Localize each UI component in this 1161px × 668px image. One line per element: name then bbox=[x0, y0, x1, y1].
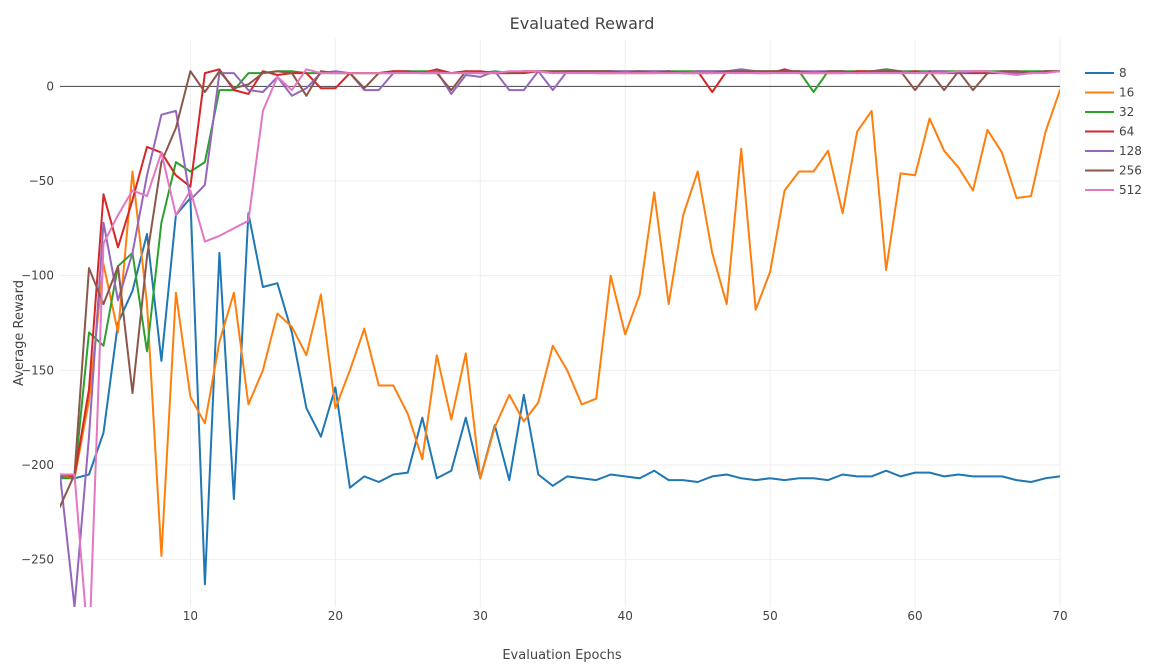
x-tick-label: 30 bbox=[473, 609, 488, 623]
legend-label: 512 bbox=[1119, 183, 1142, 197]
series-line-128 bbox=[60, 68, 1060, 607]
x-axis-title: Evaluation Epochs bbox=[502, 648, 622, 663]
legend-label: 16 bbox=[1119, 86, 1134, 100]
legend-item-32[interactable]: 32 bbox=[1085, 105, 1134, 119]
legend-item-512[interactable]: 512 bbox=[1085, 183, 1142, 197]
x-axis-ticks: 10 20 30 40 50 60 70 bbox=[183, 609, 1068, 623]
legend-item-256[interactable]: 256 bbox=[1085, 164, 1142, 178]
x-tick-label: 70 bbox=[1052, 609, 1067, 623]
legend-label: 256 bbox=[1119, 164, 1142, 178]
y-axis-ticks: 0 −50 −100 −150 −200 −250 bbox=[21, 79, 54, 566]
y-tick-label: −100 bbox=[21, 269, 54, 283]
legend-item-128[interactable]: 128 bbox=[1085, 144, 1142, 158]
legend-label: 8 bbox=[1119, 66, 1127, 80]
series-line-256 bbox=[60, 70, 1060, 508]
series-line-512 bbox=[60, 68, 1060, 607]
series-lines bbox=[60, 68, 1060, 607]
legend-label: 32 bbox=[1119, 105, 1134, 119]
series-line-64 bbox=[60, 68, 1060, 478]
legend-item-64[interactable]: 64 bbox=[1085, 125, 1134, 139]
legend-label: 64 bbox=[1119, 125, 1134, 139]
y-tick-label: −50 bbox=[29, 174, 54, 188]
legend-item-8[interactable]: 8 bbox=[1085, 66, 1127, 80]
y-tick-label: −200 bbox=[21, 458, 54, 472]
legend-label: 128 bbox=[1119, 144, 1142, 158]
chart-title: Evaluated Reward bbox=[510, 14, 655, 33]
legend-item-16[interactable]: 16 bbox=[1085, 86, 1134, 100]
series-line-16 bbox=[60, 89, 1060, 557]
x-tick-label: 40 bbox=[618, 609, 633, 623]
x-tick-label: 50 bbox=[763, 609, 778, 623]
x-tick-label: 10 bbox=[183, 609, 198, 623]
x-tick-label: 20 bbox=[328, 609, 343, 623]
legend[interactable]: 8 16 32 64 128 256 512 bbox=[1085, 66, 1142, 197]
y-tick-label: −250 bbox=[21, 553, 54, 567]
series-line-8 bbox=[60, 197, 1060, 586]
y-tick-label: −150 bbox=[21, 363, 54, 377]
x-tick-label: 60 bbox=[907, 609, 922, 623]
gridlines bbox=[60, 39, 1061, 607]
y-tick-label: 0 bbox=[46, 79, 54, 93]
y-axis-title: Average Reward bbox=[12, 280, 27, 386]
series-line-32 bbox=[60, 68, 1060, 480]
